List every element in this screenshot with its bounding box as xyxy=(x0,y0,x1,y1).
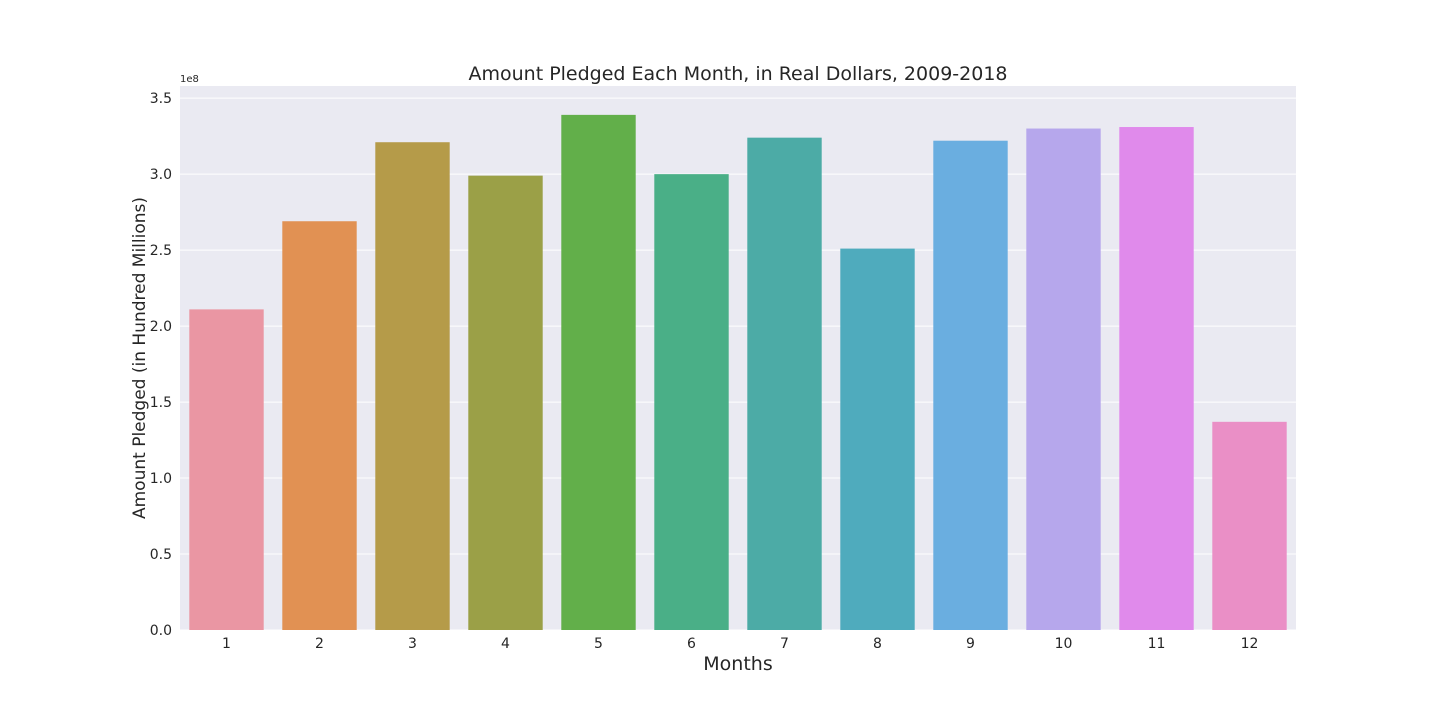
x-tick-label: 10 xyxy=(1055,636,1073,652)
x-tick-label: 3 xyxy=(408,636,417,652)
bar-month-11 xyxy=(1119,127,1194,631)
bar-month-10 xyxy=(1026,128,1101,630)
y-axis-label: Amount Pledged (in Hundred Millions) xyxy=(130,197,150,519)
x-tick-label: 1 xyxy=(222,636,231,652)
x-axis-label: Months xyxy=(703,653,772,675)
gridlines xyxy=(180,97,1296,631)
bar-month-12 xyxy=(1212,421,1287,630)
x-tick-label: 6 xyxy=(687,636,696,652)
x-tick-label: 9 xyxy=(966,636,975,652)
x-tick-label: 8 xyxy=(873,636,882,652)
y-tick-labels: 0.0 0.5 1.0 1.5 2.0 2.5 3.0 3.5 xyxy=(150,91,172,639)
bar-month-3 xyxy=(375,142,450,631)
y-tick-label: 0.5 xyxy=(150,547,172,563)
y-tick-label: 1.5 xyxy=(150,395,172,411)
x-tick-label: 5 xyxy=(594,636,603,652)
chart-title: Amount Pledged Each Month, in Real Dolla… xyxy=(468,63,1007,85)
bars xyxy=(189,114,1287,631)
bar-month-5 xyxy=(561,114,636,630)
bar-month-8 xyxy=(840,248,915,631)
bar-month-7 xyxy=(747,137,822,631)
plot-background xyxy=(180,86,1296,630)
bar-month-4 xyxy=(468,175,543,630)
x-tick-label: 12 xyxy=(1241,636,1259,652)
x-tick-label: 7 xyxy=(780,636,789,652)
y-tick-label: 0.0 xyxy=(150,623,172,639)
y-offset-label: 1e8 xyxy=(180,74,199,85)
y-tick-label: 1.0 xyxy=(150,471,172,487)
x-tick-label: 2 xyxy=(315,636,324,652)
x-tick-label: 4 xyxy=(501,636,510,652)
y-tick-label: 2.5 xyxy=(150,243,172,259)
y-tick-label: 3.5 xyxy=(150,91,172,107)
y-tick-label: 3.0 xyxy=(150,167,172,183)
y-tick-label: 2.0 xyxy=(150,319,172,335)
bar-month-2 xyxy=(282,221,357,630)
x-tick-label: 11 xyxy=(1148,636,1166,652)
bar-month-1 xyxy=(189,309,264,630)
bar-month-9 xyxy=(933,140,1008,630)
bar-month-6 xyxy=(654,174,729,630)
x-tick-labels: 1 2 3 4 5 6 7 8 9 10 11 12 xyxy=(222,636,1258,652)
